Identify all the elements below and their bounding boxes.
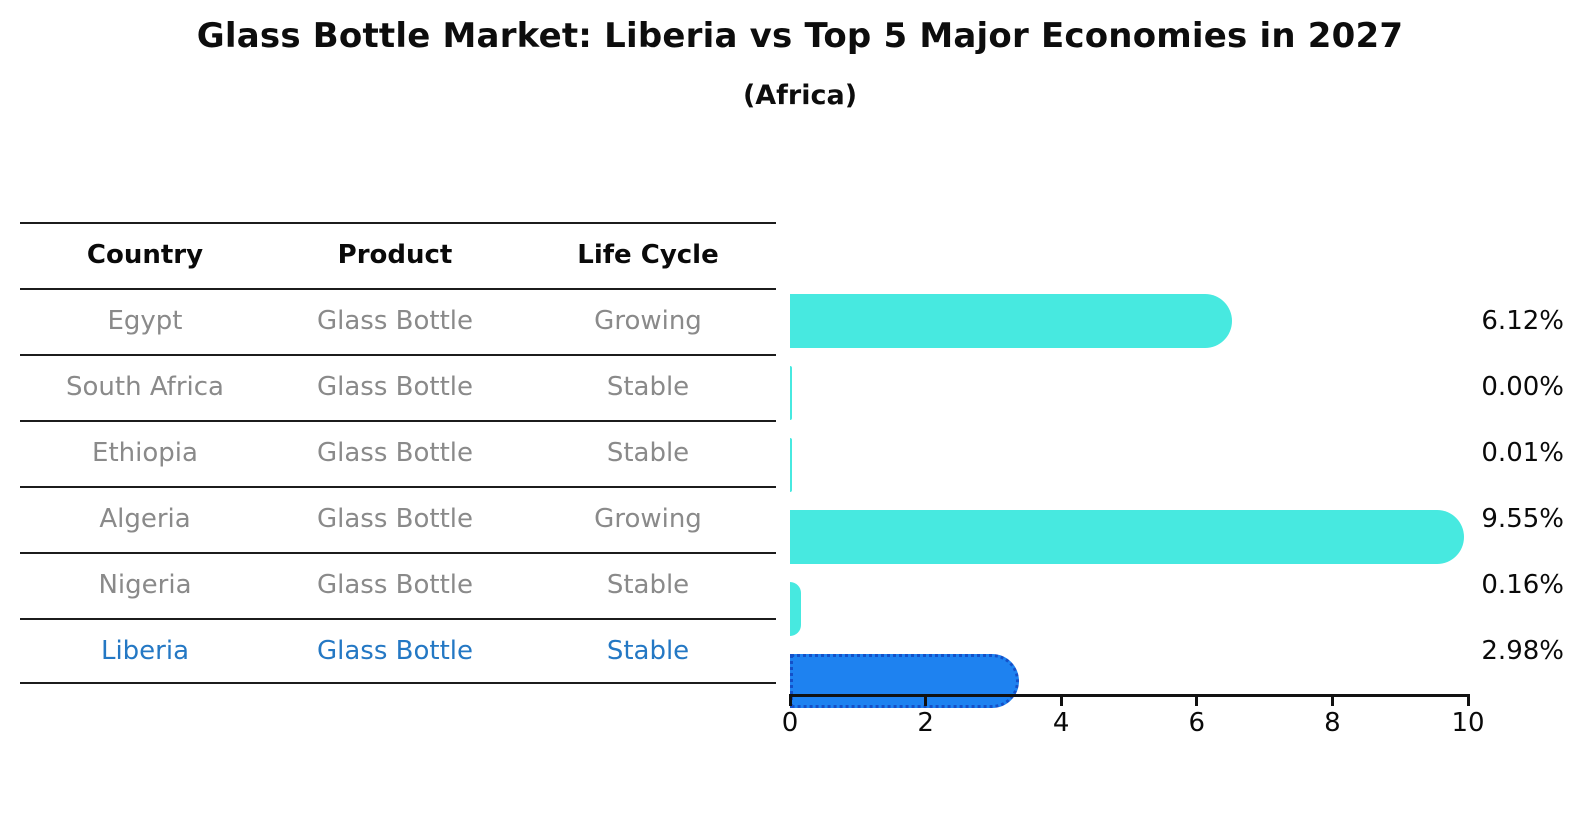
chart-subtitle: (Africa) bbox=[742, 80, 858, 111]
table-row-algeria: Algeria Glass Bottle Growing bbox=[20, 486, 776, 552]
value-label-south-africa: 0.00% bbox=[1481, 372, 1564, 402]
cell-product: Glass Bottle bbox=[316, 570, 473, 600]
x-tick-mark bbox=[1330, 697, 1334, 706]
bar-chart bbox=[790, 288, 1468, 720]
bar-algeria bbox=[790, 510, 1465, 564]
cell-life-cycle: Growing bbox=[594, 504, 702, 534]
value-label-liberia: 2.98% bbox=[1481, 636, 1564, 666]
x-tick-label: 4 bbox=[1052, 708, 1070, 738]
cell-life-cycle: Stable bbox=[606, 636, 690, 666]
country-table: Country Product Life Cycle Egypt Glass B… bbox=[20, 222, 776, 684]
cell-life-cycle: Growing bbox=[594, 306, 702, 336]
bar-row bbox=[790, 438, 1468, 504]
bar-nigeria bbox=[790, 582, 801, 636]
cell-product: Glass Bottle bbox=[316, 504, 473, 534]
value-label-egypt: 6.12% bbox=[1481, 306, 1564, 336]
bar-row bbox=[790, 366, 1468, 432]
value-label-ethiopia: 0.01% bbox=[1481, 438, 1564, 468]
column-header-life-cycle: Life Cycle bbox=[577, 240, 719, 270]
table-row-liberia: Liberia Glass Bottle Stable bbox=[20, 618, 776, 684]
bar-row bbox=[790, 654, 1468, 720]
bar-ethiopia bbox=[790, 438, 792, 492]
column-header-country: Country bbox=[86, 240, 204, 270]
bar-row bbox=[790, 510, 1468, 576]
value-label-algeria: 9.55% bbox=[1481, 504, 1564, 534]
bar-row bbox=[790, 582, 1468, 648]
table-row-south-africa: South Africa Glass Bottle Stable bbox=[20, 354, 776, 420]
table-row-ethiopia: Ethiopia Glass Bottle Stable bbox=[20, 420, 776, 486]
bar-row bbox=[790, 294, 1468, 360]
cell-country: Algeria bbox=[99, 504, 191, 534]
cell-product: Glass Bottle bbox=[316, 372, 473, 402]
chart-title: Glass Bottle Market: Liberia vs Top 5 Ma… bbox=[196, 16, 1404, 56]
cell-country: South Africa bbox=[66, 372, 224, 402]
x-tick-label: 0 bbox=[781, 708, 799, 738]
x-tick-mark bbox=[924, 697, 928, 706]
cell-product: Glass Bottle bbox=[316, 636, 473, 666]
column-header-product: Product bbox=[337, 240, 453, 270]
x-axis bbox=[789, 694, 1470, 697]
x-tick-label: 8 bbox=[1324, 708, 1341, 738]
cell-product: Glass Bottle bbox=[316, 306, 473, 336]
cell-country: Egypt bbox=[107, 306, 183, 336]
table-header-row: Country Product Life Cycle bbox=[20, 222, 776, 288]
cell-country: Nigeria bbox=[98, 570, 192, 600]
x-tick-mark bbox=[1059, 697, 1063, 706]
cell-country: Liberia bbox=[100, 636, 190, 666]
table-row-egypt: Egypt Glass Bottle Growing bbox=[20, 288, 776, 354]
cell-product: Glass Bottle bbox=[316, 438, 473, 468]
table-row-nigeria: Nigeria Glass Bottle Stable bbox=[20, 552, 776, 618]
value-labels: 6.12% 0.00% 0.01% 9.55% 0.16% 2.98% bbox=[1462, 288, 1564, 684]
cell-life-cycle: Stable bbox=[606, 372, 690, 402]
cell-country: Ethiopia bbox=[92, 438, 198, 468]
cell-life-cycle: Stable bbox=[606, 438, 690, 468]
x-tick-label: 2 bbox=[917, 708, 934, 738]
value-label-nigeria: 0.16% bbox=[1481, 570, 1564, 600]
bar-egypt bbox=[790, 294, 1232, 348]
x-tick-mark bbox=[1466, 697, 1470, 706]
x-tick-mark bbox=[788, 697, 792, 706]
bar-liberia bbox=[790, 654, 1020, 708]
x-tick-label: 10 bbox=[1451, 708, 1485, 738]
x-tick-label: 6 bbox=[1188, 708, 1206, 738]
x-tick-mark bbox=[1195, 697, 1199, 706]
bar-south-africa bbox=[790, 366, 792, 420]
cell-life-cycle: Stable bbox=[606, 570, 690, 600]
